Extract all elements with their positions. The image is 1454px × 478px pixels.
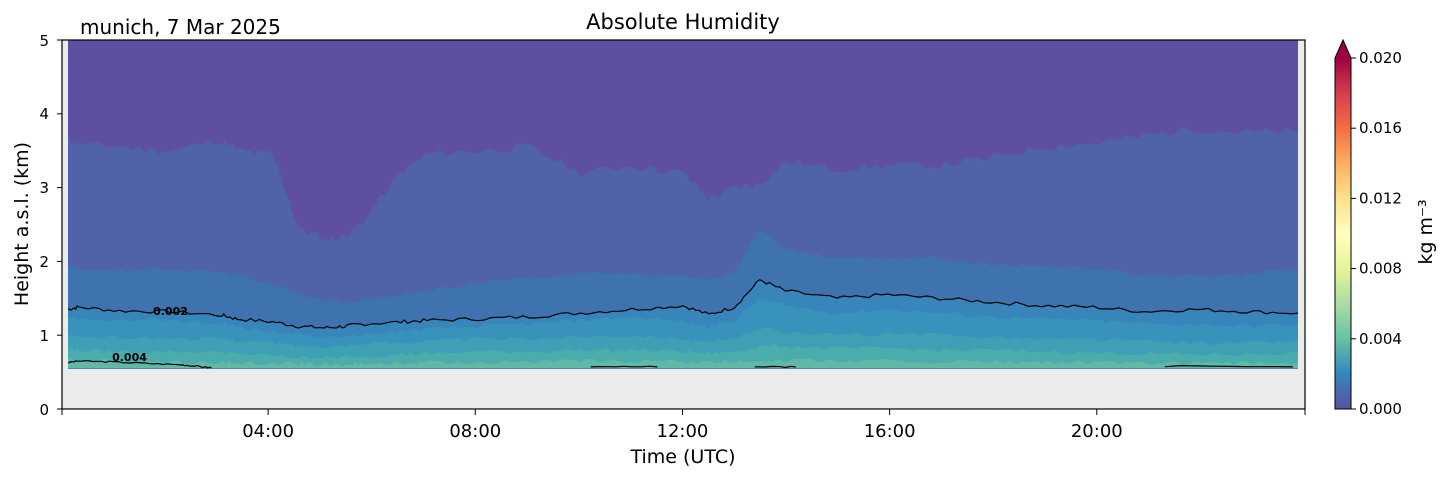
x-axis-label: Time (UTC) bbox=[629, 446, 735, 468]
colorbar-outline bbox=[1334, 38, 1352, 410]
no-data-floor bbox=[62, 369, 1305, 409]
colorbar-label: kg m⁻³ bbox=[1415, 199, 1437, 264]
humidity-band-0.0035-0.004 bbox=[68, 344, 1298, 369]
contour-label: 0.002 bbox=[153, 305, 188, 318]
colorbar-tick-label: 0.004 bbox=[1359, 330, 1402, 348]
contour-line-0.004 bbox=[590, 365, 658, 368]
humidity-band-0.004-0.0045 bbox=[68, 357, 1298, 369]
colorbar-gradient bbox=[1335, 58, 1351, 409]
colorbar-extend-arrow bbox=[1335, 40, 1351, 58]
y-tick-label: 3 bbox=[39, 179, 49, 197]
colorbar: 0.000 0.004 0.008 0.012 0.016 0.020 kg m⁻³ bbox=[1334, 38, 1437, 418]
x-tick-label: 04:00 bbox=[242, 421, 294, 442]
contour-line-0.002 bbox=[67, 278, 1299, 329]
x-tick-label: 20:00 bbox=[1071, 421, 1123, 442]
x-tick-label: 12:00 bbox=[657, 421, 709, 442]
y-axis: 0 1 2 3 4 5 Height a.s.l. (km) bbox=[11, 32, 62, 419]
humidity-layers bbox=[68, 126, 1298, 369]
plot-area: 0.002 0.004 bbox=[62, 40, 1305, 409]
x-tick-label: 08:00 bbox=[449, 421, 501, 442]
y-tick-label: 0 bbox=[39, 401, 49, 419]
contour-line-0.004 bbox=[1164, 364, 1293, 368]
y-axis-label: Height a.s.l. (km) bbox=[11, 142, 33, 306]
plot-frame bbox=[61, 39, 1306, 410]
y-tick-label: 4 bbox=[39, 105, 49, 123]
y-tick-label: 2 bbox=[39, 253, 49, 271]
x-tick-label: 16:00 bbox=[864, 421, 916, 442]
y-tick-label: 1 bbox=[39, 327, 49, 345]
colorbar-tick-label: 0.000 bbox=[1359, 400, 1402, 418]
contour-lines: 0.002 0.004 bbox=[67, 278, 1299, 369]
contour-label: 0.004 bbox=[112, 351, 147, 364]
contour-line-0.004 bbox=[67, 359, 212, 369]
colorbar-tick-label: 0.012 bbox=[1359, 189, 1402, 207]
contour-line-0.004 bbox=[754, 365, 796, 369]
y-tick-label: 5 bbox=[39, 32, 49, 50]
chart-title: Absolute Humidity bbox=[586, 10, 780, 34]
x-axis: 04:00 08:00 12:00 16:00 20:00 Time (UTC) bbox=[61, 409, 1306, 468]
colorbar-tick-label: 0.008 bbox=[1359, 260, 1402, 278]
colorbar-tick-label: 0.016 bbox=[1359, 119, 1402, 137]
colorbar-tick-label: 0.020 bbox=[1359, 49, 1402, 67]
location-date-label: munich, 7 Mar 2025 bbox=[80, 15, 281, 39]
